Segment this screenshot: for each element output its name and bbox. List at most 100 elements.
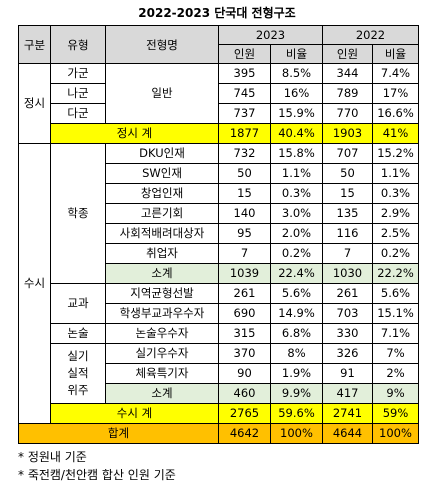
cell: 실기 실적 위주	[50, 343, 106, 404]
cell: 14.9%	[270, 303, 323, 324]
header-cell: 인원	[322, 44, 373, 64]
cell: 330	[322, 323, 373, 344]
cell: 100%	[372, 423, 419, 444]
row: 다군 737 15.9% 770 16.6%	[19, 103, 419, 124]
cell: 9%	[372, 383, 419, 404]
note: * 죽전캠/천안캠 합산 인원 기준	[18, 468, 176, 482]
header-row: 인원 비율 인원 비율	[19, 44, 419, 64]
cell: 가군	[50, 63, 106, 84]
cell: 2%	[372, 363, 419, 384]
header-row: 구분 유형 전형명 2023 2022	[18, 25, 419, 64]
row: 창업인재 15 0.3% 15 0.3%	[19, 183, 419, 204]
header-cell: 비율	[270, 44, 323, 64]
cell: 7	[218, 243, 271, 264]
cell: 344	[322, 63, 373, 84]
cell: 나군	[50, 83, 106, 104]
cell: 0.3%	[372, 183, 419, 204]
cell: 326	[322, 343, 373, 364]
header-cell: 구분	[18, 25, 51, 64]
cell: 0.2%	[372, 243, 419, 264]
cell: 수시 계	[50, 403, 219, 424]
cell: 2741	[322, 403, 373, 424]
row: 수시 학종 DKU인재 732 15.8% 707 15.2%	[18, 143, 419, 424]
cell: 135	[322, 203, 373, 224]
cell: 16.6%	[372, 103, 419, 124]
cell: 370	[218, 343, 271, 364]
row: 정시 계 1877 40.4% 1903 41%	[18, 123, 419, 144]
cell: 91	[322, 363, 373, 384]
cell: 7	[322, 243, 373, 264]
cell: 1877	[218, 123, 271, 144]
cell: 737	[218, 103, 271, 124]
row: 소계 460 9.9% 417 9%	[19, 383, 419, 404]
cell: 90	[218, 363, 271, 384]
cell: 7.1%	[372, 323, 419, 344]
cell: 9.9%	[270, 383, 323, 404]
header-cell: 비율	[372, 44, 419, 64]
cell: 15.2%	[372, 143, 419, 164]
row: 정시 가군 일반 395 8.5% 344 7.4%	[18, 63, 419, 144]
cell: 50	[322, 163, 373, 184]
cell: 체육특기자	[105, 363, 219, 384]
cell: 교과	[50, 283, 106, 324]
cell: 학생부교과우수자	[105, 303, 219, 324]
cell: 17%	[372, 83, 419, 104]
cell: 707	[322, 143, 373, 164]
cell: 6.8%	[270, 323, 323, 344]
header-cell: 2022	[322, 25, 419, 45]
row: 학생부교과우수자 690 14.9% 703 15.1%	[19, 303, 419, 324]
cell: 합계	[18, 423, 219, 444]
header-cell: 유형	[50, 25, 106, 64]
cell: 2.9%	[372, 203, 419, 224]
cell: 실기우수자	[105, 343, 219, 364]
cell: 논술	[50, 323, 106, 344]
row: 소계 1039 22.4% 1030 22.2%	[19, 263, 419, 284]
cell: 261	[322, 283, 373, 304]
row: 사회적배려대상자 95 2.0% 116 2.5%	[19, 223, 419, 244]
cell: 소계	[105, 383, 219, 404]
structure-table: 구분 유형 전형명 2023 2022 인원 비율 인원 비율 정시 가군 일반 39…	[18, 25, 419, 444]
cell: 1.1%	[372, 163, 419, 184]
cell: 15.8%	[270, 143, 323, 164]
cell: 학종	[50, 143, 106, 284]
cell: 4642	[218, 423, 271, 444]
cell: 7%	[372, 343, 419, 364]
cell: 690	[218, 303, 271, 324]
title: 2022-2023 단국대 전형구조	[138, 6, 296, 20]
cell: 2.5%	[372, 223, 419, 244]
cell: 22.4%	[270, 263, 323, 284]
cell: 315	[218, 323, 271, 344]
cell: 261	[218, 283, 271, 304]
cell: 수시	[18, 143, 51, 424]
header-cell: 전형명	[105, 25, 219, 64]
cell: 8%	[270, 343, 323, 364]
cell: 460	[218, 383, 271, 404]
cell: 417	[322, 383, 373, 404]
row: 교과 지역균형선발 261 5.6% 261 5.6%	[19, 283, 419, 324]
header-cell: 2023	[218, 25, 323, 45]
cell: 1.1%	[270, 163, 323, 184]
cell: 1030	[322, 263, 373, 284]
cell: 22.2%	[372, 263, 419, 284]
cell: DKU인재	[105, 143, 219, 164]
cell: 703	[322, 303, 373, 324]
cell: SW인재	[105, 163, 219, 184]
cell: 16%	[270, 83, 323, 104]
cell: 정시 계	[50, 123, 219, 144]
note: * 정원내 기준	[18, 450, 87, 464]
cell: 다군	[50, 103, 106, 124]
cell: 15	[322, 183, 373, 204]
cell: 2.0%	[270, 223, 323, 244]
cell: 창업인재	[105, 183, 219, 204]
cell: 50	[218, 163, 271, 184]
cell: 사회적배려대상자	[105, 223, 219, 244]
cell: 789	[322, 83, 373, 104]
row: 고른기회 140 3.0% 135 2.9%	[19, 203, 419, 224]
notes: * 정원내 기준 * 죽전캠/천안캠 합산 인원 기준	[18, 448, 176, 484]
cell: 0.3%	[270, 183, 323, 204]
cell: 소계	[105, 263, 219, 284]
cell: 7.4%	[372, 63, 419, 84]
cell: 15.9%	[270, 103, 323, 124]
cell: 5.6%	[372, 283, 419, 304]
